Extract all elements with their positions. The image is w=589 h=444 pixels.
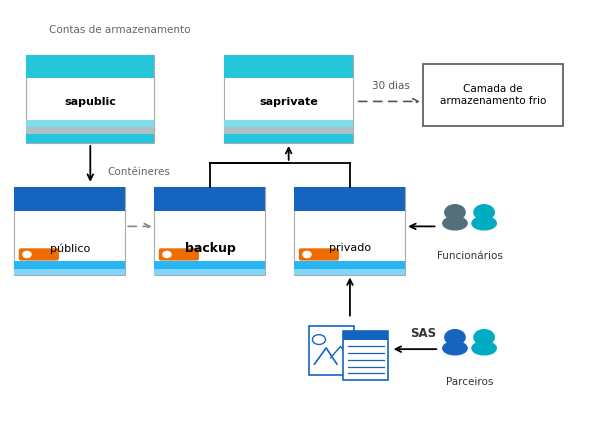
Text: backup: backup [184,242,235,255]
Bar [26,135,154,143]
Text: público: público [49,243,90,254]
Bar [26,120,154,127]
FancyBboxPatch shape [299,248,339,261]
Ellipse shape [443,341,467,355]
Bar [224,135,353,143]
Bar [15,261,125,270]
Ellipse shape [443,217,467,230]
Bar [343,331,388,340]
Bar [154,261,265,270]
Text: 30 dias: 30 dias [372,81,410,91]
Text: Contêineres: Contêineres [108,166,171,177]
Text: Parceiros: Parceiros [446,377,493,387]
Bar [154,270,265,274]
Bar [15,187,125,274]
Bar [224,56,353,78]
Bar [224,127,353,135]
Text: SAS: SAS [410,326,436,340]
Circle shape [23,251,31,258]
Bar [26,127,154,135]
Bar [294,270,405,274]
FancyBboxPatch shape [19,248,59,261]
Circle shape [474,205,494,220]
Circle shape [163,251,171,258]
Text: sapublic: sapublic [64,97,116,107]
Bar [26,56,154,78]
Text: Contas de armazenamento: Contas de armazenamento [49,25,191,36]
Bar [423,64,563,126]
Circle shape [445,205,465,220]
FancyBboxPatch shape [159,248,199,261]
Bar [343,331,388,380]
Circle shape [474,329,494,345]
Ellipse shape [472,341,497,355]
Bar [309,326,354,375]
Text: Camada de
armazenamento frio: Camada de armazenamento frio [439,84,546,106]
Text: privado: privado [329,243,371,254]
Text: saprivate: saprivate [259,97,318,107]
Circle shape [445,329,465,345]
FancyBboxPatch shape [224,56,353,143]
FancyBboxPatch shape [26,56,154,143]
Bar [154,187,265,211]
Bar [294,261,405,270]
Bar [15,270,125,274]
Circle shape [303,251,311,258]
Bar [15,187,125,211]
Bar [294,187,405,211]
Bar [154,187,265,274]
Bar [294,187,405,274]
Bar [224,120,353,127]
Ellipse shape [472,217,497,230]
Text: Funcionários: Funcionários [436,251,502,261]
